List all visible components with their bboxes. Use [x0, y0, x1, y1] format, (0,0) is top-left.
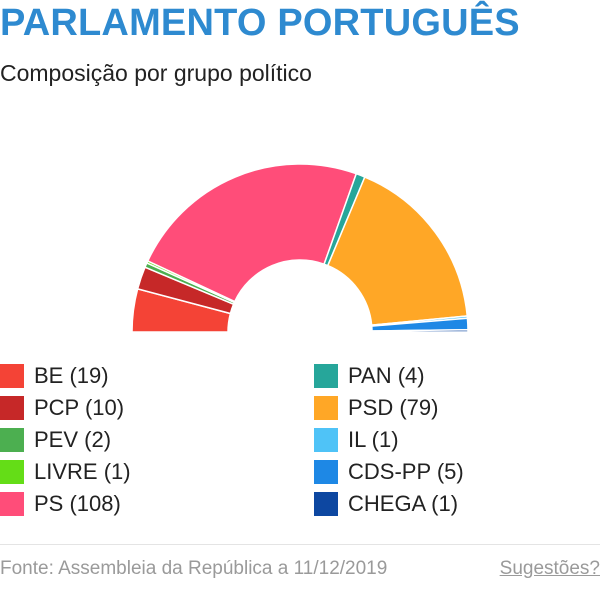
legend-swatch	[314, 492, 338, 516]
legend-label: LIVRE (1)	[34, 459, 131, 484]
suggestions-link[interactable]: Sugestões?	[499, 558, 600, 579]
source-note: Fonte: Assembleia da República a 11/12/2…	[0, 558, 388, 579]
chart-subtitle: Composição por grupo político	[0, 60, 312, 86]
hemicycle-segment-psd	[326, 176, 469, 326]
legend-label: PCP (10)	[34, 395, 125, 420]
legend-item-chega: CHEGA (1)	[314, 491, 458, 517]
legend-swatch	[0, 460, 24, 484]
legend-label: CHEGA (1)	[348, 491, 459, 516]
legend-item-ps: PS (108)	[0, 491, 121, 517]
legend-item-livre: LIVRE (1)	[0, 459, 131, 485]
legend-item-psd: PSD (79)	[314, 395, 438, 421]
legend-item-pev: PEV (2)	[0, 427, 111, 453]
legend-item-pan: PAN (4)	[314, 363, 425, 389]
hemicycle-chart	[131, 163, 469, 333]
legend-label: PS (108)	[34, 491, 121, 516]
legend-item-il: IL (1)	[314, 427, 399, 453]
legend-label: PSD (79)	[348, 395, 439, 420]
legend-swatch	[314, 396, 338, 420]
legend-label: BE (19)	[34, 363, 109, 388]
footer-divider	[0, 544, 600, 545]
hemicycle-segment-ps	[146, 163, 358, 303]
legend-swatch	[314, 460, 338, 484]
legend-label: CDS-PP (5)	[348, 459, 464, 484]
legend-swatch	[0, 428, 24, 452]
legend-label: PEV (2)	[34, 427, 112, 452]
legend-swatch	[0, 364, 24, 388]
legend-label: PAN (4)	[348, 363, 425, 388]
chart-title: PARLAMENTO PORTUGUÊS	[0, 2, 520, 44]
hemicycle-segment-chega	[371, 328, 469, 333]
legend-swatch	[314, 364, 338, 388]
hemicycle-segments	[131, 163, 469, 333]
legend-swatch	[314, 428, 338, 452]
legend-item-be: BE (19)	[0, 363, 109, 389]
legend-label: IL (1)	[348, 427, 399, 452]
legend-item-pcp: PCP (10)	[0, 395, 124, 421]
legend-swatch	[0, 396, 24, 420]
legend-item-cds-pp: CDS-PP (5)	[314, 459, 464, 485]
legend-swatch	[0, 492, 24, 516]
